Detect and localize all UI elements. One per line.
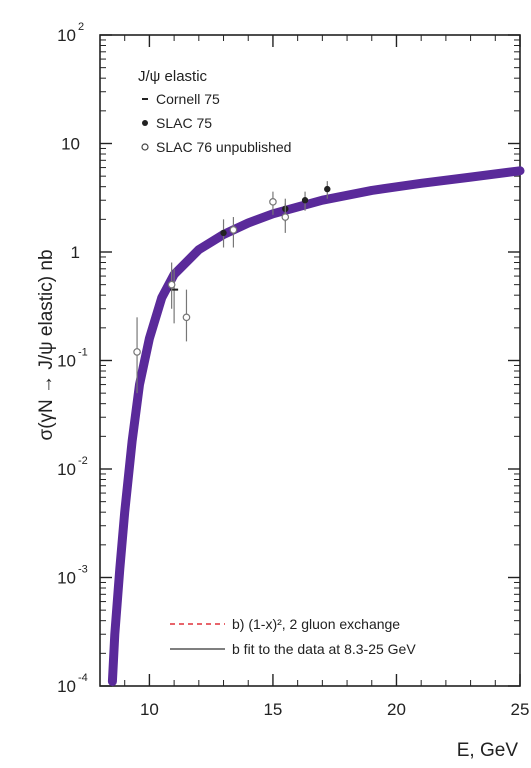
y-tick-label: 10 — [61, 135, 80, 154]
data-point-slac76 — [167, 280, 176, 289]
data-points — [133, 181, 331, 394]
data-point-slac76 — [281, 213, 290, 221]
legend-label: Cornell 75 — [156, 91, 220, 107]
x-tick-label: 20 — [387, 700, 406, 719]
data-point-slac76 — [229, 226, 238, 234]
x-axis-ticks: 10 15 20 25 — [99, 35, 530, 719]
legend-curve-label: b fit to the data at 8.3-25 GeV — [232, 641, 416, 657]
data-point-slac76 — [182, 313, 191, 322]
fit-curve — [107, 166, 525, 686]
x-tick-label: 25 — [511, 700, 530, 719]
data-point-slac75 — [324, 185, 331, 193]
curves — [107, 166, 525, 686]
data-point-slac76 — [269, 198, 277, 206]
y-tick-exponent: -1 — [78, 347, 88, 359]
y-tick-exponent: 2 — [78, 21, 84, 33]
gluon-exchange-curve — [111, 170, 521, 682]
x-axis-label: E, GeV — [457, 740, 519, 761]
y-tick-label: 10 — [57, 352, 76, 371]
legend-title: J/ψ elastic — [138, 68, 208, 85]
y-tick-label: 10 — [57, 569, 76, 588]
plot-frame — [99, 34, 521, 687]
x-tick-label: 15 — [263, 700, 282, 719]
x-tick-label: 10 — [140, 700, 159, 719]
legend-curves: b) (1-x)², 2 gluon exchange b fit to the … — [170, 616, 416, 657]
data-point-slac75 — [220, 229, 227, 237]
y-tick-label: 10 — [57, 677, 76, 696]
y-tick-exponent: -4 — [78, 672, 88, 684]
legend-label: SLAC 75 — [156, 115, 212, 131]
y-tick-exponent: -2 — [78, 455, 88, 467]
legend-label: SLAC 76 unpublished — [156, 139, 291, 155]
data-point-slac75 — [301, 197, 309, 204]
legend-marker-slac76 — [141, 143, 149, 151]
legend-marker-slac75 — [142, 120, 148, 126]
data-point-slac76 — [133, 348, 141, 356]
legend-data: J/ψ elastic Cornell 75 SLAC 75 SLAC 76 unp… — [138, 68, 291, 155]
y-tick-label: 10 — [57, 460, 76, 479]
y-tick-label: 1 — [71, 243, 80, 262]
y-tick-exponent: -3 — [78, 564, 88, 576]
y-tick-label: 10 — [57, 26, 76, 45]
y-axis-label: σ(γN → J/ψ elastic) nb — [36, 249, 57, 440]
legend-curve-label: b) (1-x)², 2 gluon exchange — [232, 616, 400, 632]
